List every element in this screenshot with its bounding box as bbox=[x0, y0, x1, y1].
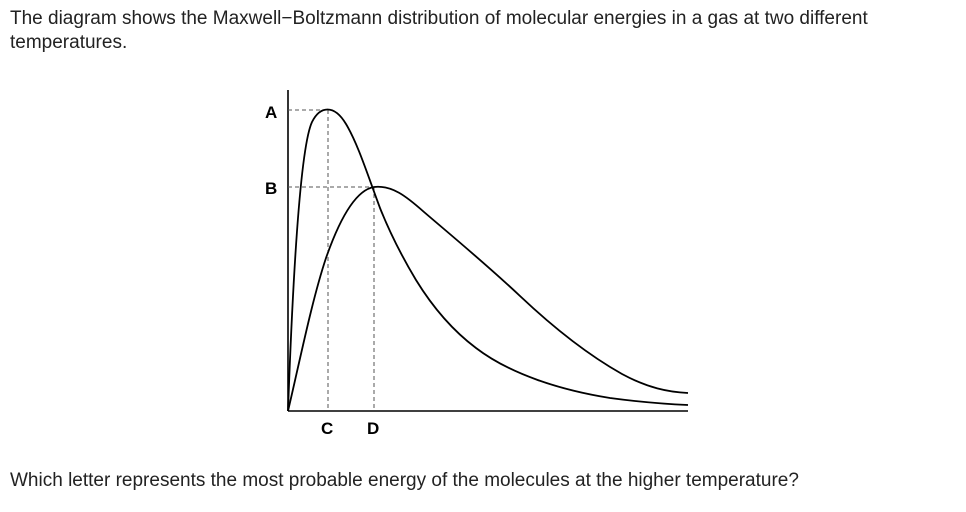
curve-lower-temperature bbox=[287, 108, 689, 412]
label-b: B bbox=[265, 179, 277, 198]
curve-higher-temperature bbox=[287, 185, 689, 412]
label-a: A bbox=[265, 103, 277, 122]
label-c: C bbox=[321, 419, 333, 438]
intro-text: The diagram shows the Maxwell−Boltzmann … bbox=[10, 8, 868, 53]
label-d: D bbox=[367, 419, 379, 438]
question-text: Which letter represents the most probabl… bbox=[10, 470, 799, 491]
